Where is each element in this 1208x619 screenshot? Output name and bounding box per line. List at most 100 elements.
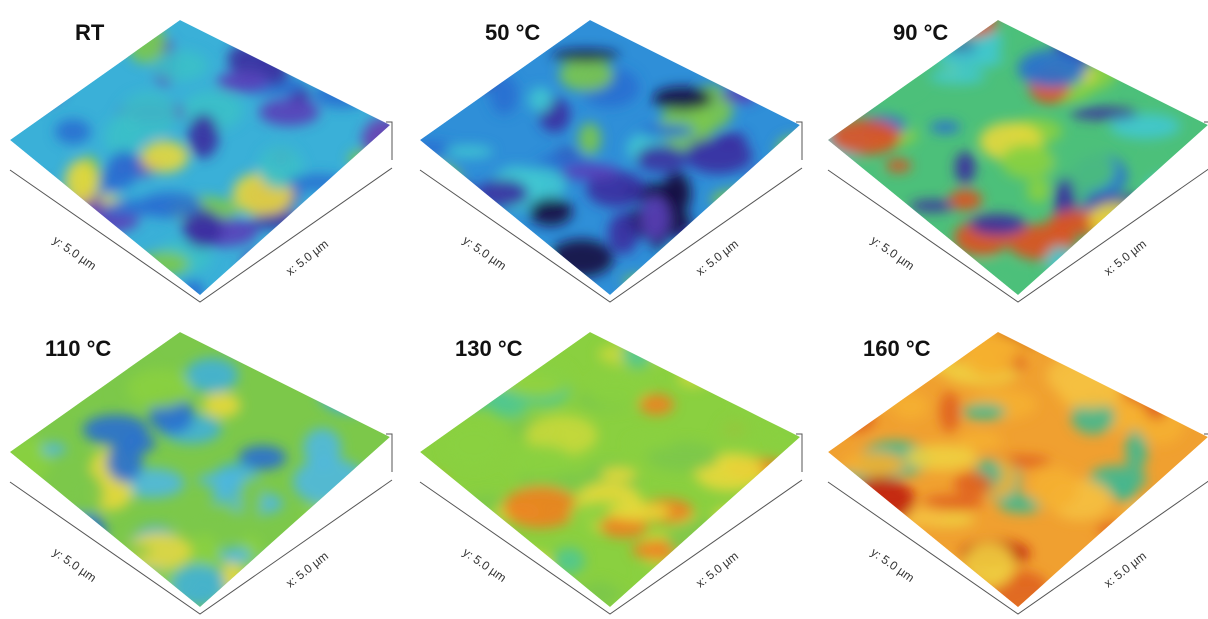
surface: [0, 7, 409, 313]
height-blob: [1125, 503, 1157, 521]
height-blob: [1017, 50, 1086, 88]
height-blob: [837, 28, 886, 44]
height-blob: [1029, 467, 1078, 510]
height-blob: [886, 159, 912, 172]
height-blob: [687, 31, 723, 58]
height-blob: [1135, 399, 1185, 445]
height-blob: [1186, 343, 1207, 370]
height-blob: [806, 485, 859, 520]
x-axis-label: x: 5.0 µm: [1101, 237, 1149, 279]
height-blob: [1, 364, 53, 401]
height-blob: [697, 342, 753, 385]
height-blob: [456, 48, 479, 77]
height-blob: [1142, 156, 1162, 180]
x-axis-label: x: 5.0 µm: [1101, 549, 1149, 591]
height-blob: [711, 188, 786, 211]
height-blob: [6, 437, 51, 484]
height-blob: [303, 428, 341, 468]
height-blob: [529, 87, 553, 112]
height-blob: [721, 26, 758, 60]
height-blob: [298, 360, 373, 387]
height-blob: [715, 132, 747, 146]
height-blob: [1089, 202, 1138, 237]
height-blob: [104, 200, 173, 216]
height-blob: [362, 117, 409, 163]
afm-panel: 90 °Cy: 5.0 µmx: 5.0 µm: [805, 2, 1208, 308]
height-blob: [835, 404, 876, 433]
height-blob: [343, 565, 406, 595]
height-blob: [655, 272, 722, 308]
height-blob: [958, 431, 1002, 450]
height-blob: [266, 313, 305, 352]
height-blob: [892, 393, 928, 420]
height-blob: [955, 152, 976, 184]
height-blob: [1, 60, 66, 107]
height-blob: [11, 501, 35, 529]
height-blob: [141, 140, 189, 172]
height-blob: [325, 241, 395, 285]
height-blob: [0, 170, 27, 209]
height-blob: [940, 391, 960, 432]
height-blob: [126, 434, 155, 453]
height-blob: [640, 196, 669, 240]
height-blob: [171, 564, 227, 606]
height-blob: [805, 165, 877, 177]
height-blob: [5, 485, 38, 506]
height-blob: [948, 190, 982, 211]
afm-panel: 50 °Cy: 5.0 µmx: 5.0 µm: [396, 0, 814, 311]
height-blob: [65, 160, 98, 204]
height-blob: [290, 587, 344, 619]
afm-panel: 160 °Cy: 5.0 µmx: 5.0 µm: [800, 321, 1208, 619]
height-blob: [0, 14, 33, 29]
height-blob: [1096, 522, 1143, 536]
height-blob: [1042, 2, 1079, 41]
height-blob: [241, 251, 262, 295]
height-blob: [102, 591, 133, 612]
height-blob: [1085, 195, 1158, 208]
height-blob: [930, 69, 986, 84]
y-axis-label: y: 5.0 µm: [460, 545, 509, 585]
panel-title: 130 °C: [455, 336, 523, 361]
height-blob: [0, 376, 48, 415]
height-blob: [970, 214, 1026, 236]
height-blob: [851, 384, 891, 407]
height-blob: [0, 211, 46, 249]
height-blob: [418, 241, 444, 262]
height-blob: [1117, 9, 1184, 52]
height-blob: [552, 49, 619, 62]
y-axis-label: y: 5.0 µm: [868, 233, 917, 273]
height-blob: [741, 248, 815, 270]
height-blob: [212, 487, 233, 504]
height-blob: [636, 145, 686, 173]
height-blob: [893, 535, 917, 551]
height-blob: [858, 45, 901, 59]
height-blob: [1163, 241, 1208, 287]
height-blob: [338, 362, 376, 375]
height-blob: [448, 595, 508, 616]
height-blob: [12, 49, 36, 65]
height-blob: [401, 48, 463, 87]
height-blob: [1100, 334, 1121, 358]
height-blob: [823, 78, 871, 109]
panel-title: 50 °C: [485, 20, 540, 45]
height-blob: [1066, 283, 1097, 295]
height-blob: [1143, 175, 1203, 211]
height-blob: [348, 150, 375, 170]
height-blob: [1176, 576, 1198, 619]
height-blob: [1090, 321, 1128, 354]
height-blob: [1059, 367, 1123, 408]
height-blob: [811, 367, 852, 397]
height-blob: [588, 373, 647, 407]
height-blob: [320, 349, 368, 392]
height-blob: [346, 7, 373, 33]
x-axis-label: x: 5.0 µm: [693, 237, 741, 279]
height-blob: [837, 74, 893, 96]
height-blob: [887, 589, 959, 618]
height-blob: [1001, 144, 1054, 179]
x-axis-label: x: 5.0 µm: [283, 549, 331, 591]
height-blob: [711, 508, 744, 545]
height-blob: [632, 540, 696, 560]
height-blob: [954, 262, 1020, 308]
height-blob: [180, 509, 246, 533]
